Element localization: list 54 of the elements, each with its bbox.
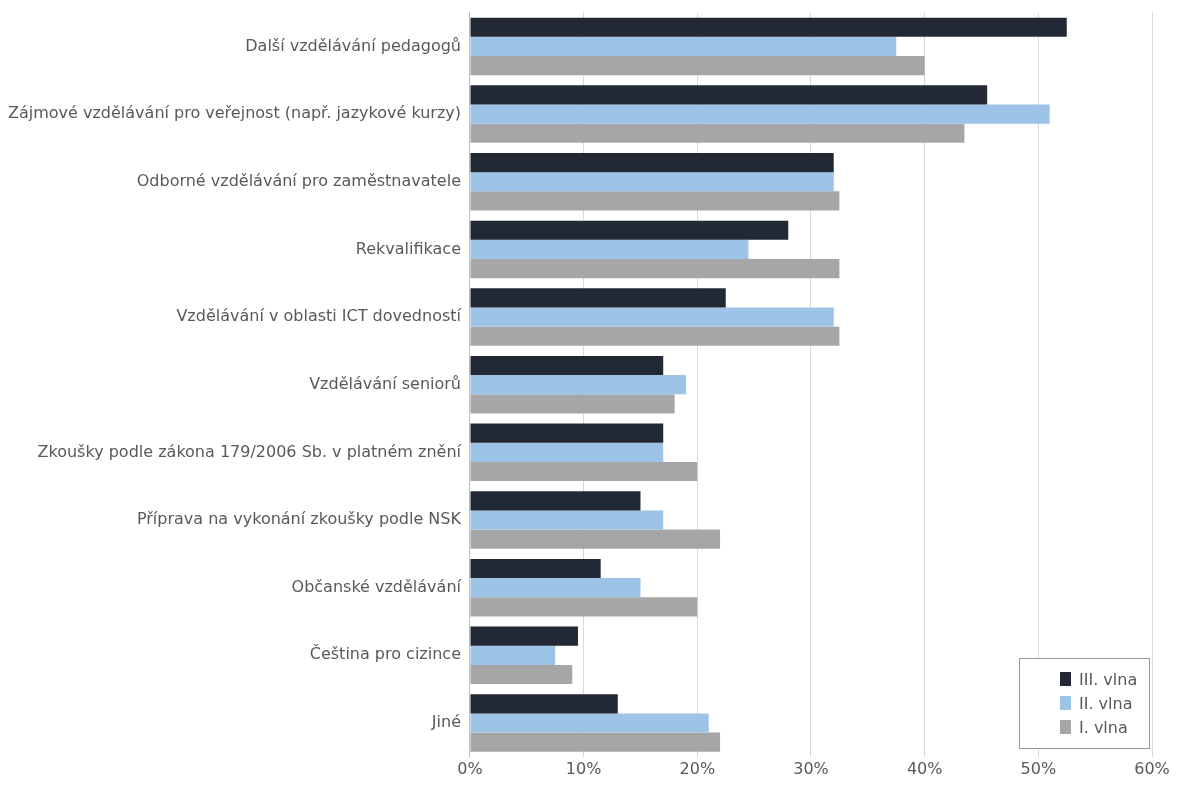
bar — [470, 56, 925, 76]
bar — [470, 355, 664, 376]
bar — [470, 732, 721, 752]
bar — [470, 461, 698, 482]
bar — [470, 442, 664, 462]
bar — [470, 529, 721, 549]
bar — [470, 239, 749, 259]
x-tick-label: 10% — [565, 758, 602, 778]
bar — [470, 85, 988, 105]
x-tick-label: 50% — [1020, 758, 1057, 778]
y-tick-label: Další vzdělávání pedagogů — [245, 35, 461, 55]
x-tick-label: 0% — [457, 758, 483, 778]
bar — [470, 394, 675, 414]
legend-label: II. vlna — [1079, 693, 1133, 713]
y-tick-label: Vzdělávání v oblasti ICT dovedností — [176, 306, 462, 326]
bar — [470, 17, 1067, 37]
bar — [470, 423, 664, 443]
bar — [470, 510, 664, 530]
bar — [470, 626, 578, 646]
bar — [470, 220, 789, 240]
legend-label: I. vlna — [1079, 717, 1128, 737]
y-tick-label: Zkoušky podle zákona 179/2006 Sb. v platném znění — [37, 441, 462, 461]
bar — [470, 645, 556, 665]
bar — [470, 191, 840, 211]
bar — [470, 288, 726, 308]
bar — [470, 258, 840, 279]
bar — [470, 104, 1050, 124]
bar — [470, 172, 834, 192]
y-tick-label: Odborné vzdělávání pro zaměstnavatele — [136, 170, 461, 190]
bar — [470, 36, 897, 57]
bar — [470, 558, 601, 579]
x-tick-label: 20% — [679, 758, 716, 778]
bar — [470, 152, 834, 173]
y-tick-label: Občanské vzdělávání — [291, 576, 462, 596]
bar — [470, 123, 965, 143]
y-tick-label: Příprava na vykonání zkoušky podle NSK — [136, 509, 462, 529]
y-tick-label: Zájmové vzdělávání pro veřejnost (např. jazykové kurzy) — [8, 103, 461, 123]
y-tick-label: Rekvalifikace — [355, 238, 461, 258]
bar — [470, 713, 709, 733]
bar — [470, 326, 840, 346]
bar — [470, 578, 641, 598]
bar — [470, 694, 618, 714]
bar — [470, 491, 641, 511]
bar — [470, 307, 834, 327]
y-tick-label: Čeština pro cizince — [309, 644, 461, 664]
x-tick-label: 40% — [906, 758, 943, 778]
bar — [470, 375, 686, 395]
legend-label: III. vlna — [1079, 669, 1138, 689]
bar — [470, 597, 698, 617]
bar — [470, 664, 573, 685]
y-tick-label: Jiné — [430, 712, 461, 732]
x-tick-label: 60% — [1134, 758, 1170, 778]
x-tick-label: 30% — [793, 758, 829, 778]
y-tick-label: Vzdělávání seniorů — [309, 373, 461, 393]
